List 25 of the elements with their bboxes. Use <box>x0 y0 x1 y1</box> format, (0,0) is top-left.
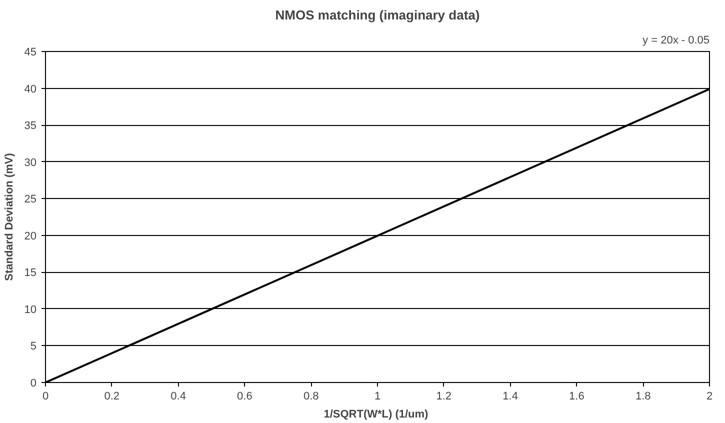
x-tick-label: 1.4 <box>502 390 518 402</box>
x-tick-label: 0.8 <box>303 390 319 402</box>
x-tick-label: 0 <box>42 390 49 402</box>
y-tick-label: 10 <box>24 304 37 316</box>
y-tick-label: 15 <box>24 267 37 280</box>
y-tick-label: 25 <box>24 194 37 206</box>
chart-title: NMOS matching (imaginary data) <box>275 8 480 22</box>
y-tick-label: 20 <box>24 230 37 242</box>
x-tick-label: 2 <box>706 390 713 402</box>
y-tick-label: 0 <box>30 378 37 390</box>
x-tick-label: 0.6 <box>237 390 252 402</box>
y-tick-label: 5 <box>30 340 37 353</box>
x-tick-label: 0.2 <box>104 390 120 402</box>
x-tick-label: 1 <box>374 390 381 402</box>
x-tick-label: 1.6 <box>569 390 584 402</box>
x-tick-label: 0.4 <box>170 390 186 402</box>
y-tick-label: 35 <box>24 120 37 132</box>
y-tick-label: 40 <box>24 83 37 96</box>
x-tick-label: 1.2 <box>436 390 452 402</box>
x-axis-title: 1/SQRT(W*L) (1/um) <box>324 408 429 420</box>
x-tick-label: 1.8 <box>635 390 651 402</box>
y-axis-title: Standard Deviation (mV) <box>3 152 16 281</box>
y-tick-label: 45 <box>24 46 37 58</box>
text: y = 20x - 0.05 <box>642 34 710 46</box>
y-tick-label: 30 <box>24 156 37 169</box>
